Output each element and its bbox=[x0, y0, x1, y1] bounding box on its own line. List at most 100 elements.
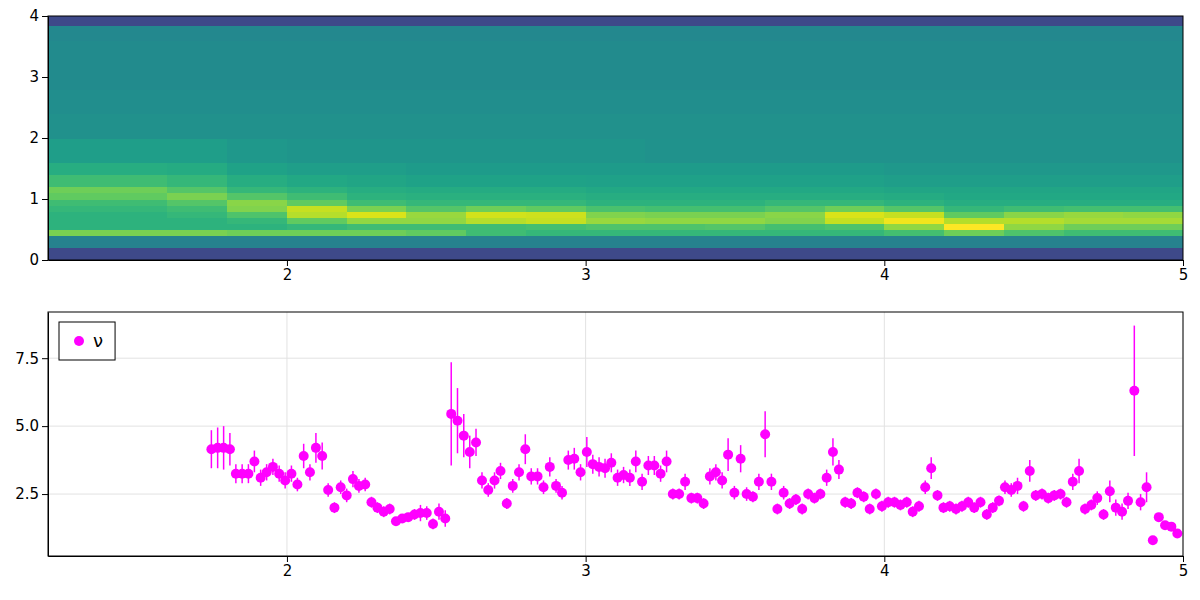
heatmap-cell bbox=[884, 199, 944, 206]
heatmap-cell bbox=[586, 248, 646, 260]
heatmap-cell bbox=[48, 236, 108, 249]
heatmap-cell bbox=[48, 138, 108, 163]
heatmap-cell bbox=[526, 138, 586, 163]
heatmap-cell bbox=[944, 223, 1004, 230]
heatmap-cell bbox=[586, 89, 646, 114]
point bbox=[760, 429, 770, 439]
heatmap-cell bbox=[586, 138, 646, 163]
heatmap-cell bbox=[108, 175, 168, 188]
heatmap-cell bbox=[108, 236, 168, 249]
heatmap-cell bbox=[1064, 162, 1124, 175]
heatmap-cell bbox=[1064, 89, 1124, 114]
point bbox=[440, 514, 450, 524]
point bbox=[1105, 486, 1115, 496]
point bbox=[1123, 496, 1133, 506]
point bbox=[766, 477, 776, 487]
x-axis-tick-label: 2 bbox=[283, 266, 293, 284]
point bbox=[926, 463, 936, 473]
heatmap-cell bbox=[466, 65, 526, 90]
point bbox=[723, 450, 733, 460]
heatmap-cell bbox=[1004, 16, 1064, 26]
heatmap-cell bbox=[884, 205, 944, 212]
y-axis-tick-label: 2.5 bbox=[15, 485, 39, 503]
heatmap-cell bbox=[1064, 223, 1124, 230]
point bbox=[582, 447, 592, 457]
point bbox=[754, 477, 764, 487]
plot-area bbox=[206, 326, 1182, 546]
point bbox=[299, 451, 309, 461]
heatmap-cell bbox=[1123, 205, 1183, 212]
heatmap-cell bbox=[1064, 211, 1124, 218]
heatmap-cell bbox=[466, 114, 526, 139]
heatmap-cell bbox=[944, 16, 1004, 26]
grid-line-y bbox=[48, 358, 1183, 359]
heatmap-cell bbox=[586, 211, 646, 218]
heatmap-cell bbox=[765, 40, 825, 65]
heatmap-cell bbox=[108, 193, 168, 200]
heatmap-cell bbox=[108, 40, 168, 65]
heatmap-cell bbox=[1004, 223, 1064, 230]
heatmap-cell bbox=[406, 248, 466, 260]
y-axis-tick-mark bbox=[42, 358, 48, 359]
point bbox=[797, 504, 807, 514]
heatmap-cell bbox=[227, 248, 287, 260]
heatmap-cell bbox=[48, 162, 108, 175]
heatmap-cell bbox=[466, 16, 526, 26]
heatmap-cell bbox=[466, 205, 526, 212]
heatmap-cell bbox=[347, 248, 407, 260]
heatmap-cell bbox=[406, 217, 466, 224]
y-axis-tick: 2 bbox=[29, 129, 48, 147]
y-axis-tick: 1 bbox=[29, 190, 48, 208]
heatmap-cell bbox=[1123, 217, 1183, 224]
point bbox=[539, 482, 549, 492]
heatmap-cell bbox=[167, 40, 227, 65]
legend-marker bbox=[74, 336, 84, 346]
point bbox=[428, 519, 438, 529]
heatmap-cell bbox=[1064, 199, 1124, 206]
heatmap-cell bbox=[227, 199, 287, 206]
heatmap-cell bbox=[1064, 193, 1124, 200]
point bbox=[557, 488, 567, 498]
point bbox=[508, 481, 518, 491]
heatmap-cell bbox=[167, 25, 227, 41]
heatmap-cell bbox=[108, 248, 168, 260]
x-axis-tick: 4 bbox=[880, 556, 890, 580]
heatmap-cell bbox=[406, 223, 466, 230]
point bbox=[834, 465, 844, 475]
heatmap-cell bbox=[765, 114, 825, 139]
heatmap-cell bbox=[227, 25, 287, 41]
heatmap-cell bbox=[944, 205, 1004, 212]
heatmap-cell bbox=[167, 199, 227, 206]
heatmap-cell bbox=[48, 187, 108, 194]
heatmap-cell bbox=[1004, 230, 1064, 237]
y-axis-tick-label: 4 bbox=[29, 7, 39, 25]
heatmap-cell bbox=[944, 138, 1004, 163]
heatmap-cell bbox=[48, 223, 108, 230]
y-axis-tick: 7.5 bbox=[15, 349, 48, 367]
heatmap-cell bbox=[526, 175, 586, 188]
point bbox=[975, 497, 985, 507]
heatmap-cell bbox=[586, 175, 646, 188]
heatmap-cell bbox=[1004, 211, 1064, 218]
heatmap-cell bbox=[1123, 114, 1183, 139]
heatmap-cell bbox=[944, 114, 1004, 139]
heatmap-cell bbox=[1004, 217, 1064, 224]
point bbox=[994, 496, 1004, 506]
point bbox=[662, 456, 672, 466]
heatmap-cell bbox=[167, 230, 227, 237]
heatmap-cell bbox=[705, 199, 765, 206]
heatmap-cell bbox=[526, 248, 586, 260]
heatmap-cell bbox=[526, 162, 586, 175]
heatmap-cell bbox=[765, 193, 825, 200]
heatmap-cell bbox=[287, 248, 347, 260]
point bbox=[779, 488, 789, 498]
heatmap-cell bbox=[406, 65, 466, 90]
heatmap-cell bbox=[287, 65, 347, 90]
heatmap-cell bbox=[406, 211, 466, 218]
point bbox=[736, 454, 746, 464]
heatmap-cell bbox=[705, 236, 765, 249]
point bbox=[649, 461, 659, 471]
x-axis-tick-label: 4 bbox=[880, 266, 890, 284]
heatmap-cell bbox=[825, 248, 885, 260]
heatmap-cell bbox=[287, 162, 347, 175]
